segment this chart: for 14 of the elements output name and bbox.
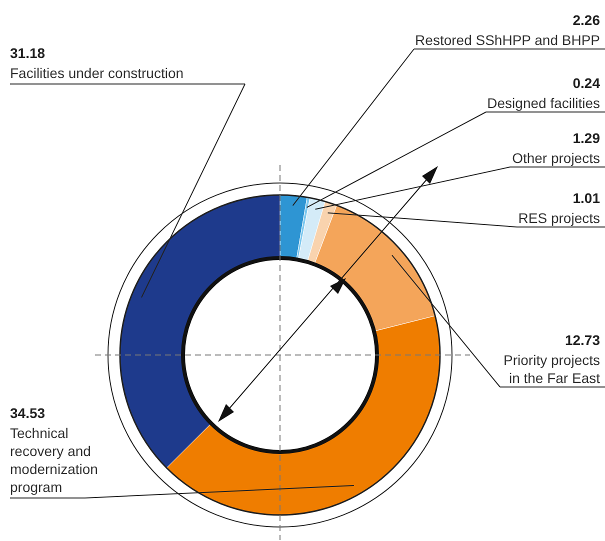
slice-label: Priority projects in the Far East [504, 352, 600, 386]
data-label: 31.18 [10, 45, 46, 61]
slice-label: RES projects [518, 210, 600, 226]
slice-label: Facilities under construction [10, 65, 184, 81]
slice-label: Other projects [512, 150, 600, 166]
data-label: 34.53 [10, 405, 46, 421]
data-label: 12.73 [564, 332, 600, 348]
slice-label: Designed facilities [487, 95, 600, 111]
data-label: 0.24 [572, 75, 600, 91]
slice-label: Restored SShHPP and BHPP [415, 32, 600, 48]
data-label: 1.01 [572, 190, 600, 206]
slice-label: Technical recovery and modernization program [10, 425, 98, 495]
data-label: 1.29 [572, 130, 600, 146]
data-label: 2.26 [572, 12, 600, 28]
